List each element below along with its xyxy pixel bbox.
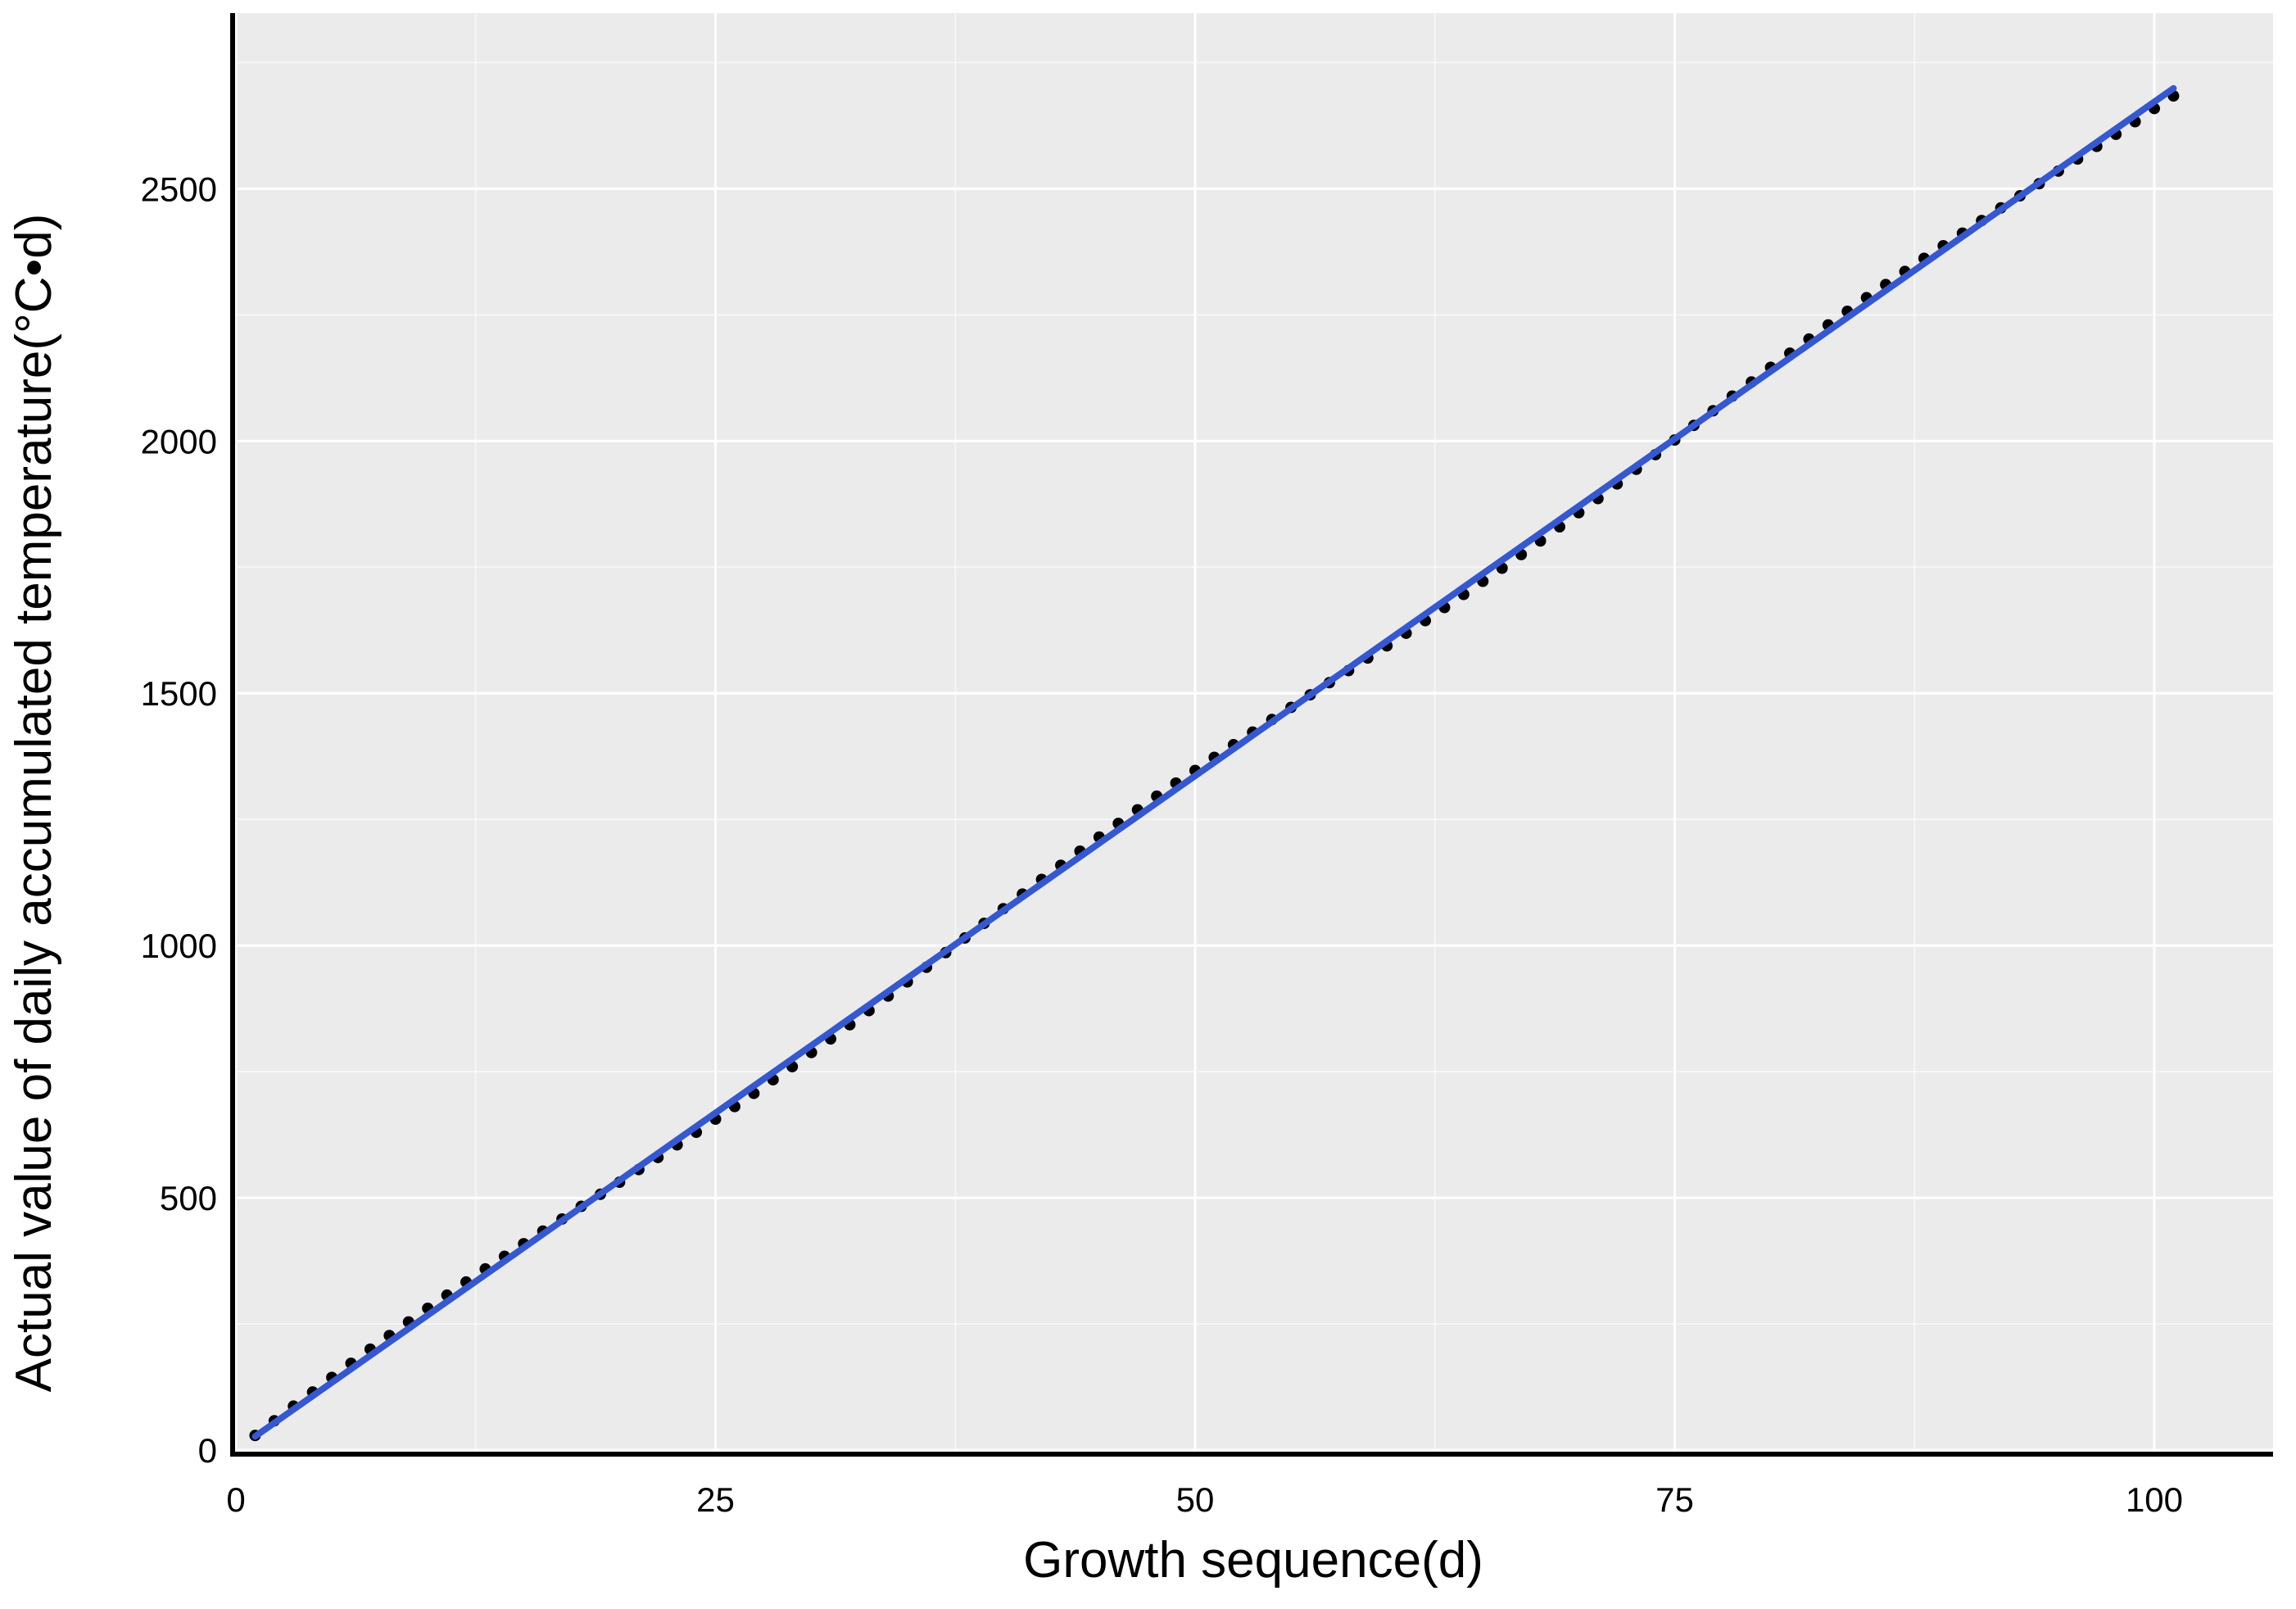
x-tick-label: 50: [1176, 1480, 1215, 1519]
y-axis-title: Actual value of daily accumulated temper…: [6, 214, 62, 1393]
y-tick-label: 2000: [141, 422, 217, 460]
y-tick-label: 500: [160, 1179, 217, 1217]
x-tick-label: 0: [226, 1480, 245, 1519]
data-series: [249, 84, 2180, 1442]
axis-spines: [230, 13, 2273, 1457]
x-tick-label: 75: [1655, 1480, 1694, 1519]
gridlines: [233, 13, 2273, 1454]
y-tick-label: 0: [198, 1431, 217, 1470]
x-tick-label: 100: [2126, 1480, 2183, 1519]
x-axis-title: Growth sequence(d): [1023, 1532, 1483, 1589]
x-tick-label: 25: [696, 1480, 735, 1519]
fit-line: [251, 84, 2177, 1440]
y-tick-label: 1000: [141, 927, 217, 965]
y-tick-label: 1500: [141, 674, 217, 713]
y-tick-label: 2500: [141, 170, 217, 208]
tick-labels: 0 500 1000 1500 2000 2500 0 25 50 75 100: [141, 170, 2183, 1519]
